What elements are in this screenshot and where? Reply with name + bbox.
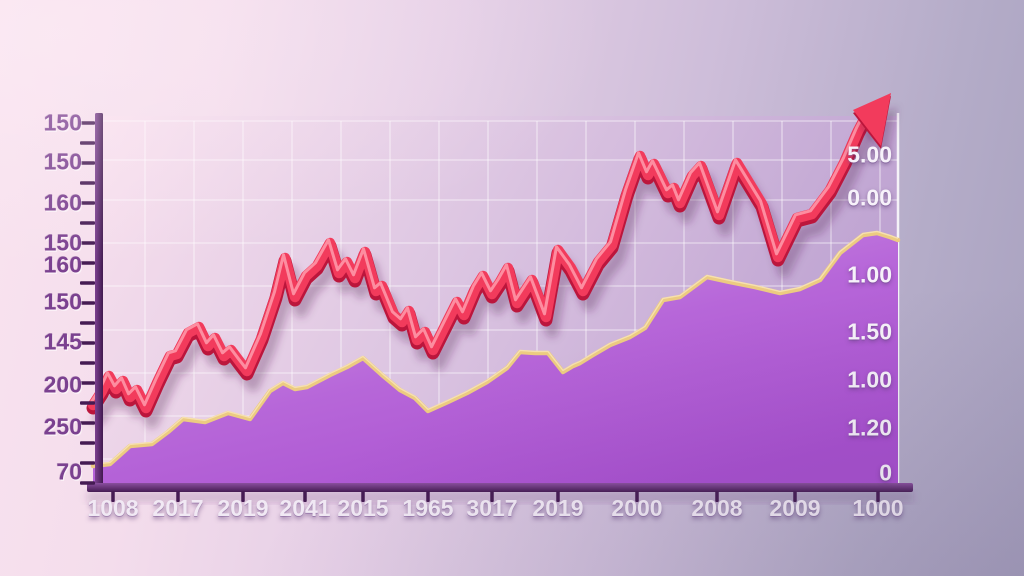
y-axis-tick [80, 301, 95, 305]
x-axis-tick [361, 491, 365, 502]
y-axis-tick [80, 361, 95, 365]
y-axis-tick [80, 381, 95, 385]
y-left-label-4: 160 [43, 251, 82, 278]
y-axis-tick [80, 241, 95, 245]
x-axis-tick [241, 491, 245, 502]
x-axis-tick [176, 491, 180, 502]
x-axis-tick [303, 491, 307, 502]
x-axis-label-4: 2015 [337, 495, 389, 521]
y-right-label-6: 0 [879, 459, 892, 486]
y-left-label-1: 150 [43, 148, 82, 175]
y-axis-tick [80, 181, 95, 185]
y-axis-tick [80, 401, 95, 405]
area-edge-line [90, 230, 901, 469]
y-axis-tick [80, 161, 95, 165]
y-left-label-8: 250 [43, 413, 82, 440]
x-axis-label-9: 2008 [691, 495, 743, 521]
x-axis-tick [876, 491, 880, 502]
area-fill [93, 233, 898, 483]
y-right-label-1: 0.00 [847, 184, 892, 211]
y-left-label-7: 200 [43, 371, 82, 398]
x-axis-tick [715, 491, 719, 502]
y-right-label-3: 1.50 [847, 318, 892, 345]
y-right-label-4: 1.00 [847, 366, 892, 393]
y-axis-tick [80, 261, 95, 265]
x-axis-label-0: 1008 [87, 495, 139, 521]
y-axis-tick [80, 281, 95, 285]
x-axis-label-5: 1965 [402, 495, 454, 521]
x-axis-label-2: 2019 [217, 495, 269, 521]
y-left-label-6: 145 [43, 328, 82, 355]
x-axis-label-6: 3017 [466, 495, 518, 521]
y-right-label-2: 1.00 [847, 261, 892, 288]
y-axis-tick [80, 121, 95, 125]
x-axis-label-11: 1000 [852, 495, 904, 521]
x-axis-label-10: 2009 [769, 495, 821, 521]
area-edge-highlight [92, 230, 899, 466]
x-axis-tick [490, 491, 494, 502]
arrow-head-icon [853, 93, 891, 146]
y-axis-tick [80, 421, 95, 425]
y-left-label-2: 160 [43, 189, 82, 216]
x-axis-bar [87, 483, 913, 492]
y-axis-tick [80, 201, 95, 205]
x-axis-label-7: 2019 [532, 495, 584, 521]
x-axis-tick [426, 491, 430, 502]
y-axis-bar [95, 113, 103, 492]
y-left-label-5: 150 [43, 288, 82, 315]
y-axis-tick [80, 441, 95, 445]
x-axis-tick [793, 491, 797, 502]
x-axis-label-3: 2041 [279, 495, 331, 521]
y-left-label-3: 150 [43, 229, 82, 256]
y-axis-tick [80, 321, 95, 325]
y-axis-tick [80, 221, 95, 225]
y-left-label-9: 70 [56, 458, 82, 485]
y-axis-tick [80, 141, 95, 145]
y-axis-tick [80, 341, 95, 345]
y-right-label-0: 5.00 [847, 141, 892, 168]
y-right-label-5: 1.20 [847, 414, 892, 441]
x-axis-tick [556, 491, 560, 502]
x-axis-label-1: 2017 [152, 495, 204, 521]
y-axis-tick [80, 461, 95, 465]
x-axis-shadow [87, 492, 913, 502]
y-axis-tick [80, 481, 95, 485]
x-axis-label-8: 2000 [611, 495, 663, 521]
x-axis-tick [111, 491, 115, 502]
trend-line-highlight [90, 107, 868, 407]
y-left-label-0: 150 [43, 109, 82, 136]
x-axis-tick [635, 491, 639, 502]
